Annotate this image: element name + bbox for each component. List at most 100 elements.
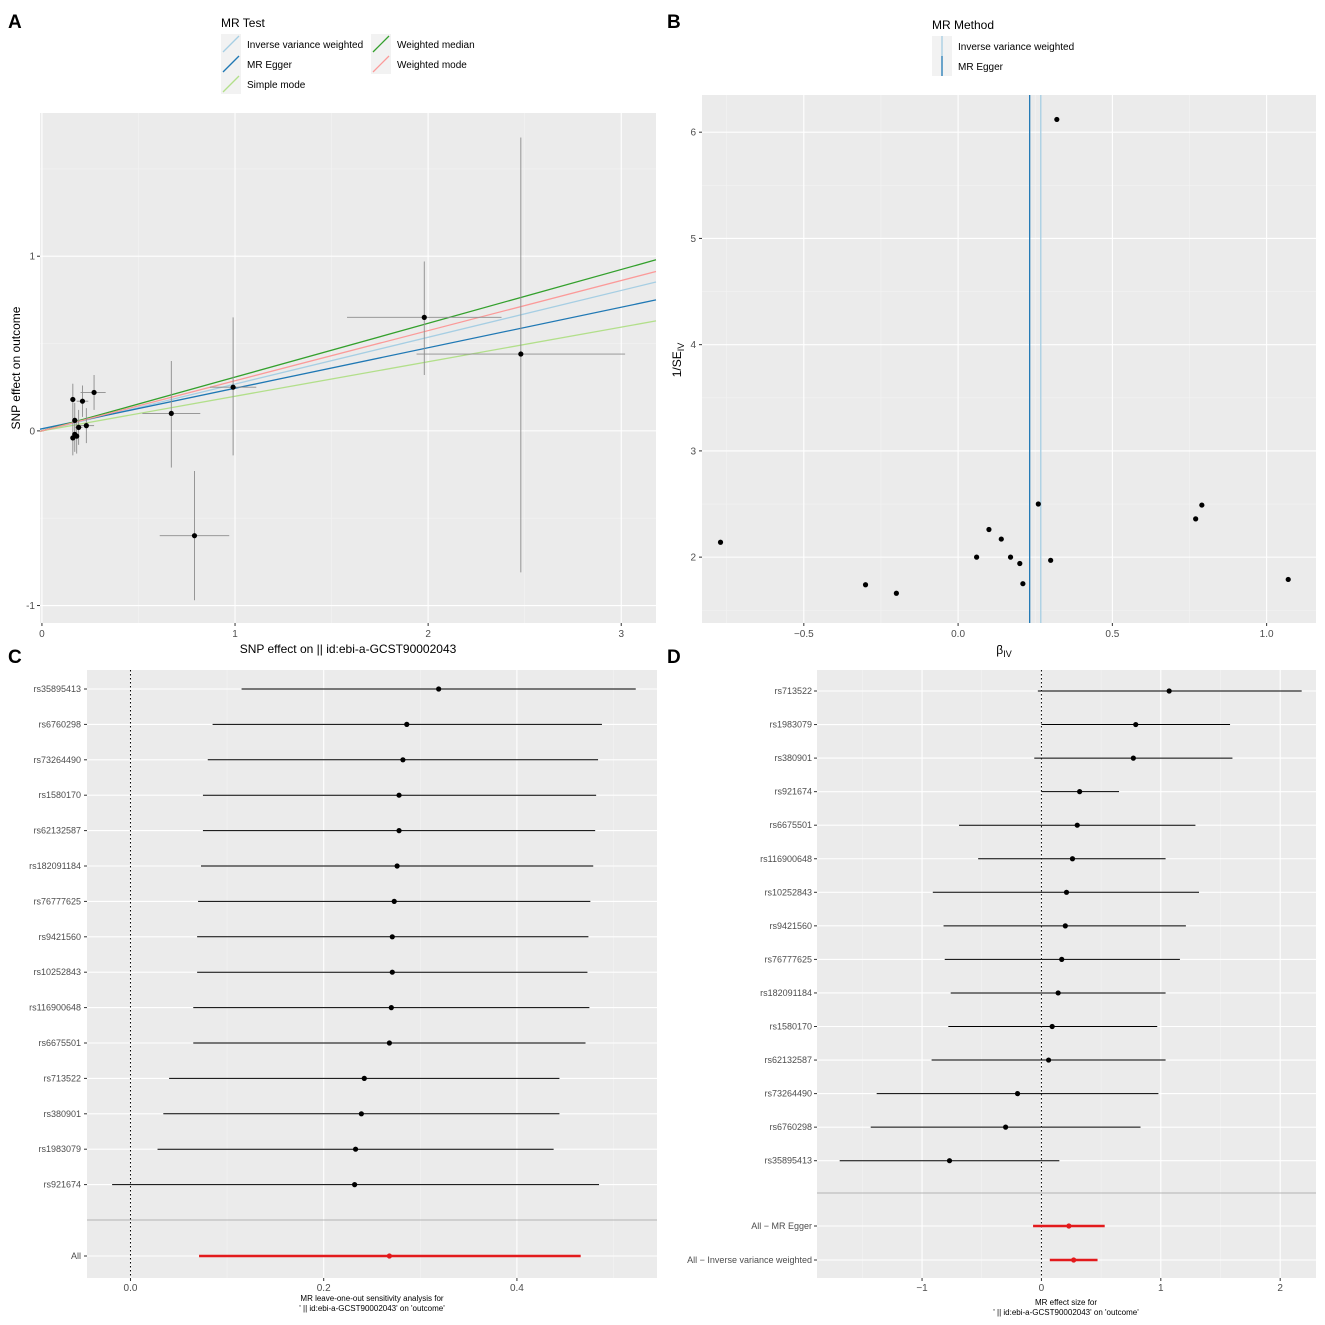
panel-b-estimate-lines	[1029, 95, 1042, 623]
panel-d-snp-label: rs713522	[774, 686, 812, 696]
panel-a-x-tick-label: 2	[425, 629, 431, 640]
panel-c-snp-label: rs380901	[43, 1109, 81, 1119]
panel-d-estimate-point	[1074, 822, 1080, 828]
panel-d-estimate-point	[1055, 990, 1061, 996]
panel-c-plot-background	[87, 670, 657, 1278]
panel-a-letter: A	[8, 12, 22, 33]
panel-b-data-point	[1048, 557, 1054, 563]
panel-c-estimate-point	[358, 1111, 364, 1117]
panel-a-data-point	[191, 533, 198, 539]
panel-c-estimate-point	[396, 792, 402, 798]
panel-c-x-tick-label: 0.0	[124, 1283, 138, 1294]
panel-d-summary-label: All − Inverse variance weighted	[687, 1255, 812, 1265]
panel-c-ticks: 0.0 0.2 0.4	[84, 688, 524, 1294]
panel-d-snp-label: rs116900648	[760, 854, 812, 864]
panel-d-estimate-point	[1133, 721, 1139, 728]
panel-b-y-tick-label: 4	[690, 340, 696, 351]
panel-d-estimate-point	[1062, 923, 1068, 929]
panel-d-snp-label: rs9421560	[769, 921, 812, 931]
panel-b-data-point	[986, 526, 992, 533]
panel-d-snp-label: rs182091184	[760, 988, 812, 998]
panel-c-estimate-point	[404, 721, 410, 728]
panel-d-estimate-point	[1003, 1124, 1009, 1130]
panel-b-y-tick-label: 5	[690, 234, 696, 245]
panel-a-plot-background	[40, 113, 656, 623]
panel-c-letter: C	[8, 647, 22, 668]
panel-c-snp-label: rs1983079	[38, 1144, 81, 1154]
panel-c-estimate-point	[391, 898, 397, 905]
panel-b-x-axis-subscript: IV	[1003, 649, 1012, 659]
panel-b-data-point	[893, 590, 899, 596]
panel-a-line-inverse-variance-weighted	[39, 281, 657, 432]
panel-c-estimate-point	[361, 1075, 367, 1081]
panel-b-x-tick-label: 0.0	[951, 629, 965, 640]
panel-b-y-axis-symbol: 1/SE	[670, 351, 684, 377]
panel-d-snp-label: rs380901	[774, 753, 812, 763]
panel-a-data-point	[72, 417, 78, 423]
panel-c-x-tick-label: 0.2	[317, 1283, 331, 1294]
panel-a-y-tick-label: 1	[29, 252, 35, 263]
panel-a-x-axis-title: SNP effect on || id:ebi-a-GCST90002043	[240, 642, 457, 656]
panel-c-snp-label: rs9421560	[38, 932, 81, 942]
panel-b-data-point	[1285, 576, 1291, 583]
panel-b-data-point	[998, 536, 1004, 542]
panel-c-estimate-point	[389, 969, 395, 975]
panel-d-snp-label: rs10252843	[764, 887, 812, 897]
panel-d-estimate-point	[1014, 1091, 1021, 1097]
panel-d-estimate-point	[1077, 789, 1083, 795]
panel-a-ticks: -1 0 1 0 1 2 3	[26, 252, 624, 640]
panel-d-summary-label: All − MR Egger	[751, 1221, 812, 1231]
panel-b-data-point	[1199, 502, 1205, 508]
panel-c-estimate-point	[389, 934, 395, 940]
panel-b-legend-title: MR Method	[932, 18, 994, 32]
panel-b-x-tick-label: 1.0	[1260, 629, 1274, 640]
panel-a-scatter: A MR Test Inverse variance weighted MR Eg…	[8, 12, 657, 656]
panel-b-legend-label: Inverse variance weighted	[958, 42, 1074, 53]
panel-a-legend: MR Test Inverse variance weighted MR Egge…	[221, 16, 475, 94]
panel-a-data-point	[518, 351, 524, 357]
panel-d-letter: D	[667, 647, 681, 668]
panel-c-snp-label: rs62132587	[33, 826, 81, 836]
panel-b-data-point	[1054, 116, 1060, 123]
panel-b-data-point	[1035, 501, 1041, 507]
panel-c-snp-label: rs116900648	[29, 1003, 81, 1013]
panel-d-single-snp: D rs713522 rs1983079 rs380901 rs921674 rs667…	[667, 647, 1316, 1317]
panel-a-y-tick-label: 0	[29, 426, 35, 437]
panel-a-data-point	[421, 314, 427, 320]
panel-d-estimate-point	[1063, 889, 1070, 895]
panel-c-snp-label: rs182091184	[29, 861, 81, 871]
panel-a-x-tick-label: 3	[618, 629, 624, 640]
panel-d-estimate-point	[1130, 755, 1136, 761]
panel-d-ticks: −1 0 1 2	[814, 690, 1283, 1294]
panel-d-x-axis-title-line1: MR effect size for	[1035, 1298, 1097, 1307]
panel-a-data-point	[79, 398, 86, 404]
panel-d-estimate-point	[1049, 1023, 1055, 1030]
panel-c-leave-one-out: C rs35895413 rs6760298 rs73264490 rs1580170…	[8, 647, 657, 1313]
panel-a-legend-key-line	[222, 35, 240, 53]
panel-b-legend: MR Method Inverse variance weighted MR Eg…	[932, 18, 1074, 76]
panel-c-snp-label: rs73264490	[33, 755, 81, 765]
panel-d-x-axis-title-line2: ' || id:ebi-a-GCST90002043' on 'outcome'	[993, 1308, 1139, 1317]
panel-d-estimate-point	[1166, 688, 1172, 694]
panel-c-estimate-point	[388, 1005, 394, 1011]
panel-a-data-point	[70, 396, 76, 403]
panel-a-legend-key-line	[372, 35, 390, 53]
panel-b-letter: B	[667, 12, 681, 33]
panel-b-funnel: B MR Method Inverse variance weightedMR …	[667, 12, 1316, 659]
panel-d-summary-estimate-point	[1071, 1257, 1077, 1263]
panel-a-legend-label: MR Egger	[247, 60, 293, 71]
panel-a-line-weighted-median	[39, 259, 657, 433]
panel-b-data-point	[717, 539, 724, 545]
panel-b-points	[717, 116, 1291, 596]
panel-d-rows: rs713522 rs1983079 rs380901 rs921674 rs66755…	[687, 686, 1302, 1265]
panel-a-data-point	[76, 424, 82, 430]
panel-a-legend-label: Weighted median	[397, 40, 475, 51]
panel-d-estimate-point	[946, 1158, 953, 1164]
panel-a-line-weighted-mode	[39, 270, 657, 433]
panel-a-legend-key-line	[222, 75, 240, 93]
panel-d-snp-label: rs6760298	[769, 1122, 812, 1132]
panel-a-y-axis-title: SNP effect on outcome	[9, 306, 23, 429]
panel-a-legend-label: Weighted mode	[397, 60, 467, 71]
panel-d-x-tick-label: 0	[1039, 1283, 1045, 1294]
panel-c-estimate-point	[352, 1146, 359, 1152]
